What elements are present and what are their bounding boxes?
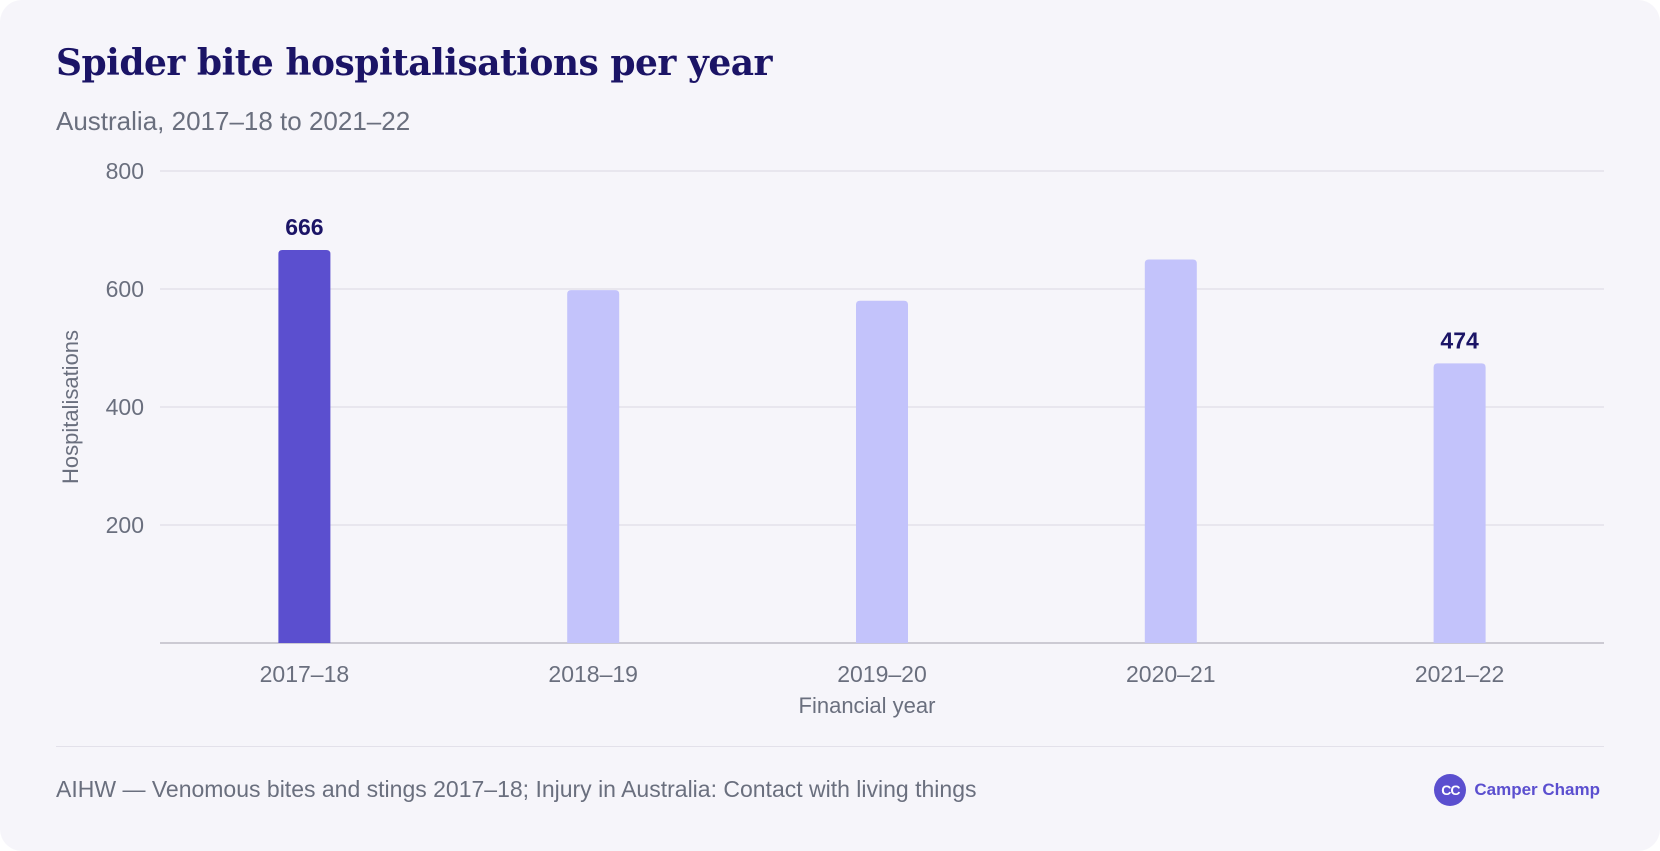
bar <box>567 290 620 643</box>
data-label: 474 <box>1440 327 1479 353</box>
x-tick-label: 2020–21 <box>1126 661 1216 687</box>
bar <box>856 300 908 643</box>
brand-logo: CC Camper Champ <box>1434 774 1600 806</box>
y-axis-title: Hospitalisations <box>58 330 83 484</box>
footer-divider <box>56 746 1604 747</box>
x-axis-title: Financial year <box>799 693 936 718</box>
x-tick-label: 2017–18 <box>260 661 350 687</box>
x-tick-label: 2019–20 <box>837 661 927 687</box>
chart-title: Spider bite hospitalisations per year <box>56 42 773 84</box>
y-tick-label: 600 <box>106 276 144 302</box>
bar <box>1144 259 1197 643</box>
x-tick-label: 2018–19 <box>548 661 638 687</box>
y-tick-label: 200 <box>106 512 144 538</box>
bar <box>1433 363 1486 643</box>
y-tick-label: 800 <box>106 158 144 184</box>
x-tick-label: 2021–22 <box>1415 661 1505 687</box>
bar <box>278 250 331 643</box>
y-tick-label: 400 <box>106 394 144 420</box>
chart-subtitle: Australia, 2017–18 to 2021–22 <box>56 106 411 136</box>
source-note: AIHW — Venomous bites and stings 2017–18… <box>56 776 977 802</box>
camper-champ-logo-icon: CC <box>1434 774 1467 806</box>
brand-name: Camper Champ <box>1474 780 1600 799</box>
data-label: 666 <box>285 214 323 240</box>
bar-chart: 200 400 600 800 2017–18 666 2018–19 2019–20 2020… <box>58 158 1604 718</box>
